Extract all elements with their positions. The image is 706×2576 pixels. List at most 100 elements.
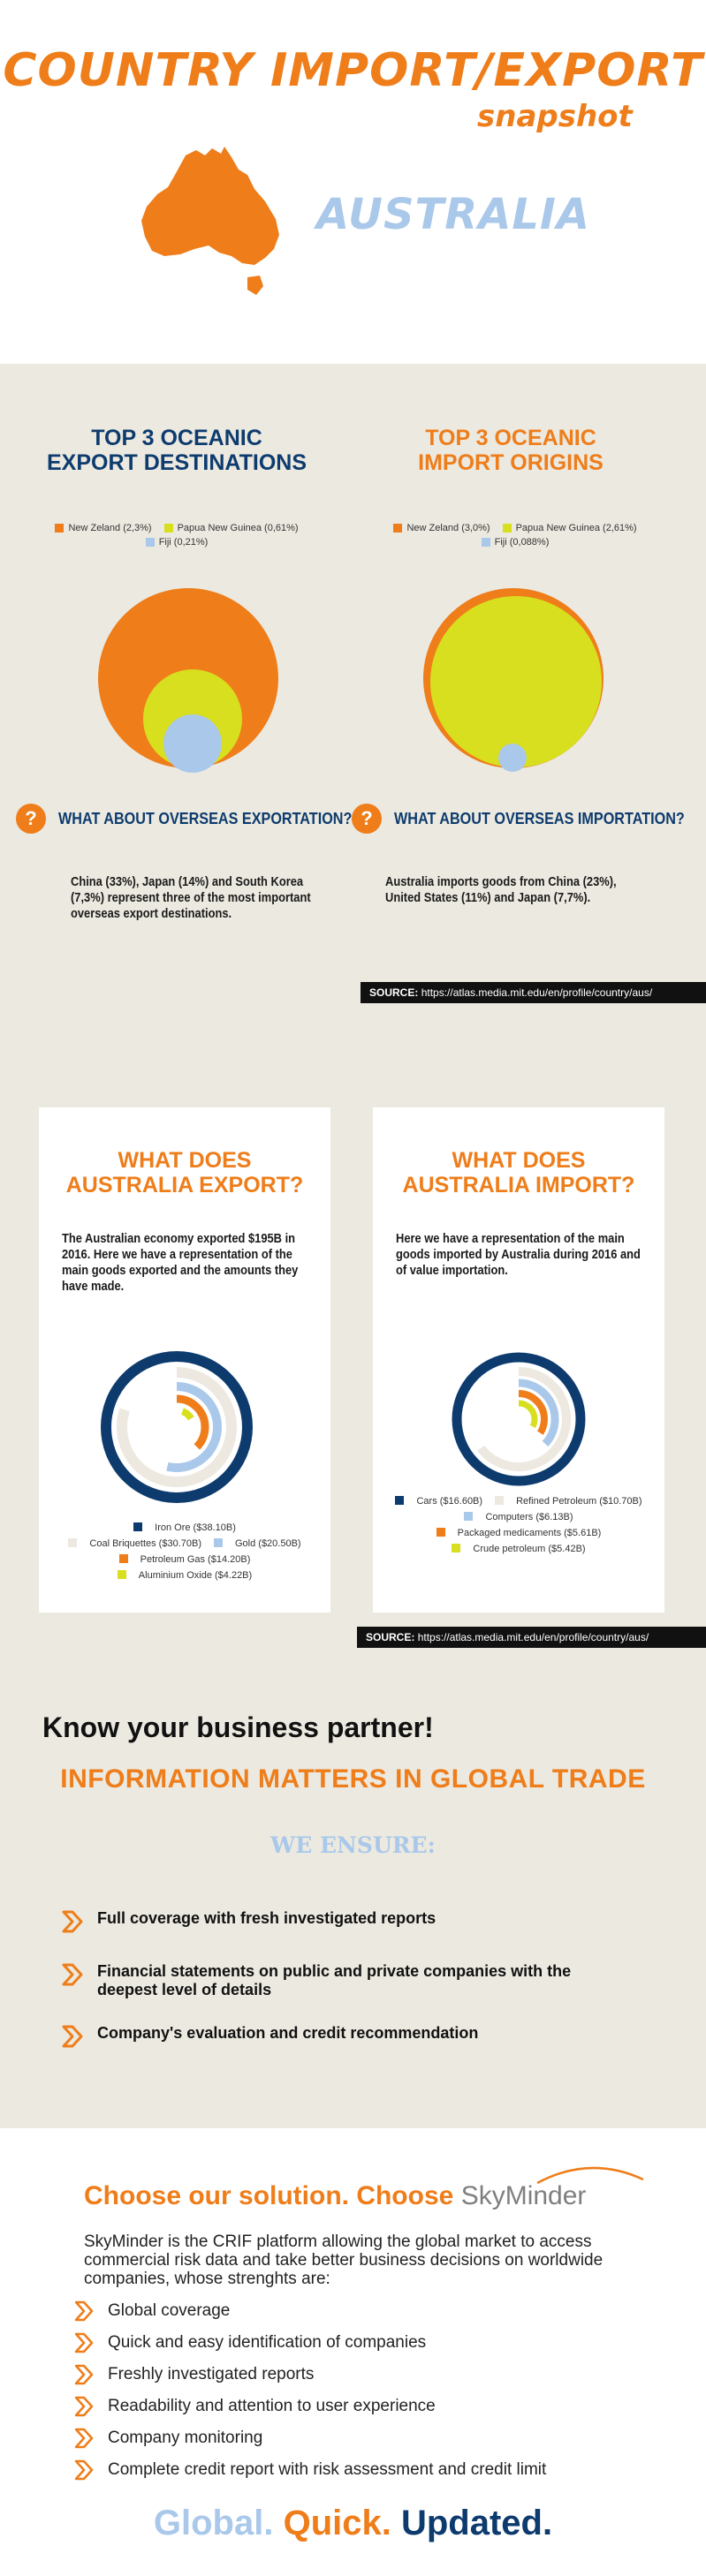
legend-item: New Zeland (2,3%) [55,523,152,533]
solution-item: Global coverage [72,2300,230,2323]
solution-item: Readability and attention to user experi… [72,2395,436,2418]
export-question: WHAT ABOUT OVERSEAS EXPORTATION? [58,809,353,827]
legend-item: Papua New Guinea (0,61%) [163,523,299,533]
legend-item: Fiji (0,21%) [145,537,208,548]
solution-item: Quick and easy identification of compani… [72,2331,426,2354]
partner-section [0,1660,706,2128]
legend-swatch [163,524,173,533]
partner-heading: Know your business partner! [42,1711,434,1743]
import-title-line1: TOP 3 OCEANIC [425,426,596,450]
tagline-quick: Quick. [283,2504,391,2542]
chevron-right-icon [62,1963,83,1986]
source-label: SOURCE: [369,986,419,999]
solution-item: Complete credit report with risk assessm… [72,2459,546,2482]
chevron-right-icon [74,2364,94,2385]
export-goods-legend: Iron Ore ($38.10B) Coal Briquettes ($30.… [48,1522,322,1581]
chevron-right-icon [74,2459,94,2481]
import-overseas-text: Australia imports goods from China (23%)… [385,874,617,905]
import-goods-text: Here we have a representation of the mai… [396,1231,641,1278]
ensure-item: Financial statements on public and priva… [60,1962,627,1999]
chevron-right-icon [74,2332,94,2353]
legend-item: Gold ($20.50B) [213,1538,301,1549]
legend-item: Cars ($16.60B) [395,1496,482,1507]
source-link[interactable]: https://atlas.media.mit.edu/en/profile/c… [421,986,653,999]
legend-item: Refined Petroleum ($10.70B) [495,1496,642,1507]
source-citation: SOURCE: https://atlas.media.mit.edu/en/p… [361,982,706,1003]
import-origins-title: TOP 3 OCEANIC IMPORT ORIGINS [369,426,652,475]
chevron-right-icon [62,1910,83,1933]
bubble-papua-new-guinea [430,596,602,767]
chevron-right-icon [74,2428,94,2449]
page-subtitle: snapshot [477,99,633,134]
legend-swatch [145,538,155,547]
australia-map-icon [141,147,279,295]
chevron-right-icon [62,2025,83,2048]
legend-swatch [481,538,490,547]
legend-item: Crude petroleum ($5.42B) [382,1544,656,1554]
source-citation-goods: SOURCE: https://atlas.media.mit.edu/en/p… [357,1627,706,1648]
export-goods-title: WHAT DOES AUSTRALIA EXPORT? [65,1148,304,1197]
import-question-row: ? WHAT ABOUT OVERSEAS IMPORTATION? [352,804,706,834]
legend-swatch [55,524,65,533]
import-goods-legend: Cars ($16.60B) Refined Petroleum ($10.70… [382,1496,656,1554]
tagline-global: Global. [153,2504,274,2542]
source-link[interactable]: https://atlas.media.mit.edu/en/profile/c… [417,1631,649,1643]
ensure-item: Company's evaluation and credit recommen… [60,2024,627,2049]
source-label: SOURCE: [366,1631,415,1643]
solution-heading: Choose our solution. Choose SkyMinder [84,2181,587,2210]
ring-petroleum-gas [144,1394,209,1460]
ring-aluminium-oxide [156,1407,197,1447]
legend-item: Coal Briquettes ($30.70B) [68,1538,201,1549]
ring-computers [478,1379,559,1460]
ring-cars [452,1352,586,1486]
export-goods-text: The Australian economy exported $195B in… [62,1231,299,1294]
export-title-line2: EXPORT DESTINATIONS [46,450,307,475]
page-title: COUNTRY IMPORT/EXPORT [3,44,703,97]
legend-item: Fiji (0,088%) [481,537,549,548]
legend-item: Aluminium Oxide ($4.22B) [48,1570,322,1581]
question-icon: ? [352,804,382,834]
export-radial-chart [101,1351,253,1503]
solution-description: SkyMinder is the CRIF platform allowing … [84,2232,604,2288]
ring-coal-briquettes [117,1367,237,1487]
export-legend: New Zeland (2,3%) Papua New Guinea (0,61… [44,523,309,548]
legend-item: New Zeland (3,0%) [393,523,490,533]
legend-swatch [502,524,512,533]
legend-item: Iron Ore ($38.10B) [48,1522,322,1533]
export-overseas-text: China (33%), Japan (14%) and South Korea… [71,874,311,921]
export-title-line1: TOP 3 OCEANIC [91,426,262,450]
question-icon: ? [16,804,46,834]
import-bubble-chart [423,588,604,772]
import-goods-card: WHAT DOES AUSTRALIA IMPORT? Here we have… [373,1107,664,1613]
tagline: Global. Quick. Updated. [0,2504,706,2543]
legend-item: Computers ($6.13B) [382,1512,656,1522]
ring-crude-petroleum [499,1400,538,1439]
export-question-row: ? WHAT ABOUT OVERSEAS EXPORTATION? [16,804,384,834]
bubble-fiji [498,744,527,772]
chevron-right-icon [74,2396,94,2417]
country-name: AUSTRALIA [316,190,590,239]
ring-refined-petroleum [467,1367,571,1471]
import-title-line2: IMPORT ORIGINS [418,450,604,475]
solution-item: Company monitoring [72,2427,262,2450]
import-radial-chart [452,1352,586,1486]
solution-item: Freshly investigated reports [72,2363,314,2386]
legend-item: Petroleum Gas ($14.20B) [48,1554,322,1565]
tagline-updated: Updated. [400,2504,553,2542]
brand-name: SkyMinder [460,2181,587,2210]
ring-iron-ore [101,1351,253,1503]
ensure-heading: WE ENSURE: [270,1832,436,1858]
legend-swatch [393,524,403,533]
partner-subheading: INFORMATION MATTERS IN GLOBAL TRADE [60,1764,646,1794]
import-goods-title: WHAT DOES AUSTRALIA IMPORT? [402,1148,635,1197]
bubble-fiji [163,714,222,773]
export-bubble-chart [98,588,278,773]
ring-packaged-medicaments [490,1390,548,1448]
import-legend: New Zeland (3,0%) Papua New Guinea (2,61… [378,523,652,548]
ensure-item: Full coverage with fresh investigated re… [60,1909,627,1934]
legend-item: Papua New Guinea (2,61%) [502,523,637,533]
legend-item: Packaged medicaments ($5.61B) [382,1528,656,1538]
ring-gold [132,1382,222,1472]
export-goods-card: WHAT DOES AUSTRALIA EXPORT? The Australi… [39,1107,330,1613]
import-question: WHAT ABOUT OVERSEAS IMPORTATION? [394,809,685,827]
